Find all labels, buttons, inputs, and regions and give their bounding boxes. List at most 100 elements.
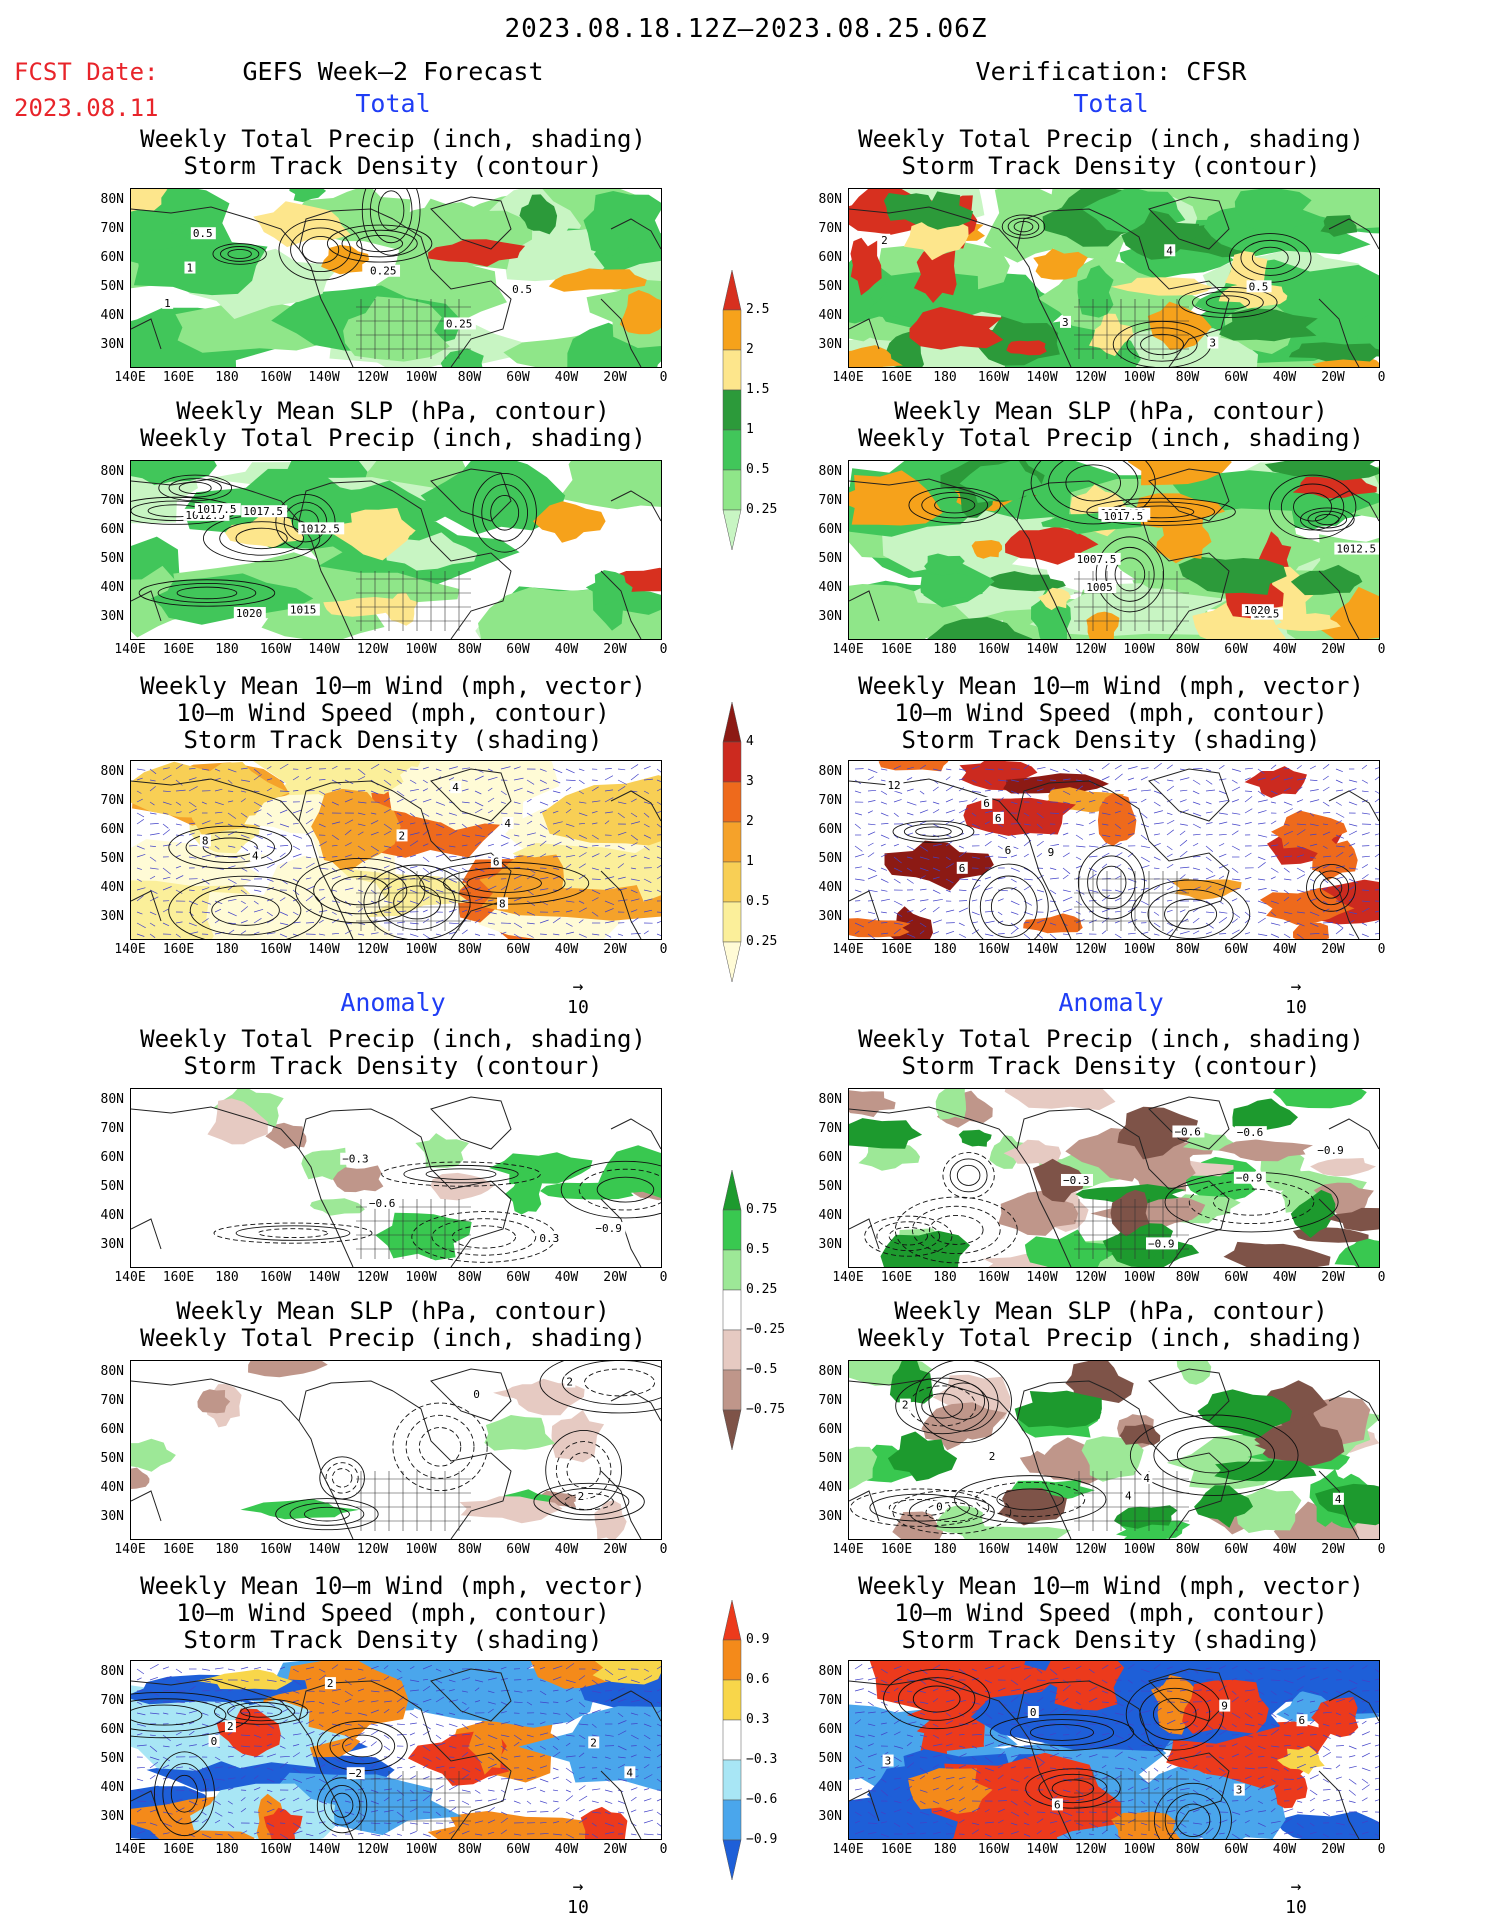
lat-tick-label: 60N xyxy=(100,1722,124,1737)
storm-density-total-colorbar xyxy=(722,701,742,988)
contour-label: 0.5 xyxy=(1246,280,1272,293)
lat-tick-label: 50N xyxy=(818,279,842,294)
shading-region xyxy=(1254,1412,1345,1466)
contour-label: 3 xyxy=(1059,316,1071,329)
left-column-title: GEFS Week–2 Forecast xyxy=(242,57,544,86)
shading-region xyxy=(958,1129,992,1147)
contour-label: 0 xyxy=(208,1734,220,1748)
title-line: Weekly Total Precip (inch, shading) xyxy=(140,424,646,452)
lon-tick-label: 120W xyxy=(1074,642,1107,657)
svg-text:−0.6: −0.6 xyxy=(369,1197,396,1210)
lat-tick-label: 70N xyxy=(100,493,124,508)
lat-tick-label: 50N xyxy=(818,1751,842,1766)
lat-tick-label: 50N xyxy=(100,551,124,566)
svg-text:1017.5: 1017.5 xyxy=(1103,510,1143,523)
shading-region xyxy=(415,1133,469,1168)
contour-label: 4 xyxy=(450,781,462,794)
lat-tick-label: 30N xyxy=(100,1237,124,1252)
shading-region xyxy=(440,348,484,367)
lat-tick-label: 50N xyxy=(100,851,124,866)
shading-region xyxy=(998,1190,1079,1236)
shading-region xyxy=(288,489,371,526)
shading-region xyxy=(1038,587,1071,611)
shading-region xyxy=(1023,913,1083,934)
svg-text:12: 12 xyxy=(887,779,900,792)
svg-text:−0.9: −0.9 xyxy=(1148,1237,1175,1250)
shading-region xyxy=(920,572,983,601)
shading-region xyxy=(310,1198,365,1216)
contour-lines xyxy=(850,1361,1299,1535)
svg-text:1: 1 xyxy=(164,297,171,310)
lat-tick-label: 30N xyxy=(818,1237,842,1252)
lon-tick-label: 60W xyxy=(506,370,530,385)
lon-tick-label: 160E xyxy=(880,1270,913,1285)
lon-tick-label: 140W xyxy=(308,1270,340,1285)
left-map-panel-4: −0.3 −0.6 0.3 −0.9 xyxy=(130,1088,662,1268)
lat-tick-label: 60N xyxy=(818,1422,842,1437)
shading-region xyxy=(375,1212,472,1261)
colorbar-label: −0.5 xyxy=(746,1362,778,1377)
shading-region xyxy=(533,501,606,543)
lon-tick-label: 160W xyxy=(977,1542,1010,1557)
left-panel-title-6: Weekly Mean 10–m Wind (mph, vector) 10–m … xyxy=(140,1573,646,1654)
left-map-panel-1: 0.25 0.25 1 0.5 1 0.5 xyxy=(130,188,662,368)
lon-tick-label: 120W xyxy=(356,642,389,657)
shading-region xyxy=(1218,1139,1313,1162)
shading-region xyxy=(927,617,1033,639)
lon-tick-label: 60W xyxy=(1224,642,1248,657)
shading-region xyxy=(1264,461,1379,481)
svg-text:1012.5: 1012.5 xyxy=(300,522,340,535)
lon-tick-label: 20W xyxy=(1321,942,1345,957)
svg-text:0.25: 0.25 xyxy=(370,265,397,278)
shading-region xyxy=(1176,1361,1212,1385)
shading-region xyxy=(1311,1697,1359,1738)
svg-text:−2: −2 xyxy=(349,1767,362,1780)
shading-region xyxy=(428,239,526,267)
shading-region xyxy=(1110,1189,1150,1237)
lat-tick-label: 40N xyxy=(818,308,842,323)
state-borders xyxy=(356,871,471,931)
lon-tick-label: 160E xyxy=(162,942,195,957)
contour-label: 0 xyxy=(934,1500,946,1514)
colorbar-swatch xyxy=(722,821,742,863)
shading-region xyxy=(1081,1436,1144,1482)
left-panel-title-1: Weekly Total Precip (inch, shading) Storm… xyxy=(140,126,646,180)
contour-label: 2 xyxy=(986,1449,998,1463)
contour-label: 1005 xyxy=(1084,581,1117,594)
colorbar-label: 2 xyxy=(746,814,754,829)
shading-region xyxy=(878,761,949,772)
title-line: 10–m Wind Speed (mph, contour) xyxy=(894,1599,1328,1627)
right-column-title: Verification: CFSR xyxy=(975,57,1247,86)
lon-tick-label: 20W xyxy=(603,1542,627,1557)
lon-tick-label: 80W xyxy=(1175,1842,1200,1857)
lon-tick-label: 120W xyxy=(1074,1542,1107,1557)
right-panel-title-6: Weekly Mean 10–m Wind (mph, vector) 10–m … xyxy=(858,1573,1364,1654)
shading-region xyxy=(1290,1189,1336,1238)
contour-label: −2 xyxy=(346,1767,365,1780)
contour-label: 0.25 xyxy=(443,317,476,330)
lat-tick-label: 80N xyxy=(100,1092,124,1107)
colorbar-label: −0.25 xyxy=(746,1322,786,1337)
svg-text:8: 8 xyxy=(499,897,506,910)
shading-region xyxy=(1097,793,1137,846)
lon-tick-label: 0 xyxy=(1377,1842,1386,1857)
contour-label: 1 xyxy=(162,296,174,310)
shading-region xyxy=(1327,1207,1379,1232)
left-panel-title-4: Weekly Total Precip (inch, shading) Storm… xyxy=(140,1026,646,1080)
lon-tick-label: 120W xyxy=(1074,1270,1107,1285)
lon-tick-label: 160E xyxy=(162,1842,195,1857)
shading-region xyxy=(936,1505,986,1538)
shading-region xyxy=(608,841,661,902)
contour-label: 0 xyxy=(1027,1706,1039,1719)
lon-tick-label: 120W xyxy=(356,1542,389,1557)
svg-text:−0.3: −0.3 xyxy=(1063,1174,1090,1187)
svg-text:4: 4 xyxy=(1125,1490,1132,1503)
shading-region xyxy=(150,573,314,625)
contour-label: 2 xyxy=(396,829,408,842)
lon-tick-label: 60W xyxy=(506,1270,530,1285)
contour-label: 1017.5 xyxy=(1101,509,1148,523)
svg-text:8: 8 xyxy=(202,834,209,847)
shading-region xyxy=(131,839,267,887)
wind-vectors xyxy=(136,1663,661,1839)
colorbar-label: 4 xyxy=(746,734,754,749)
